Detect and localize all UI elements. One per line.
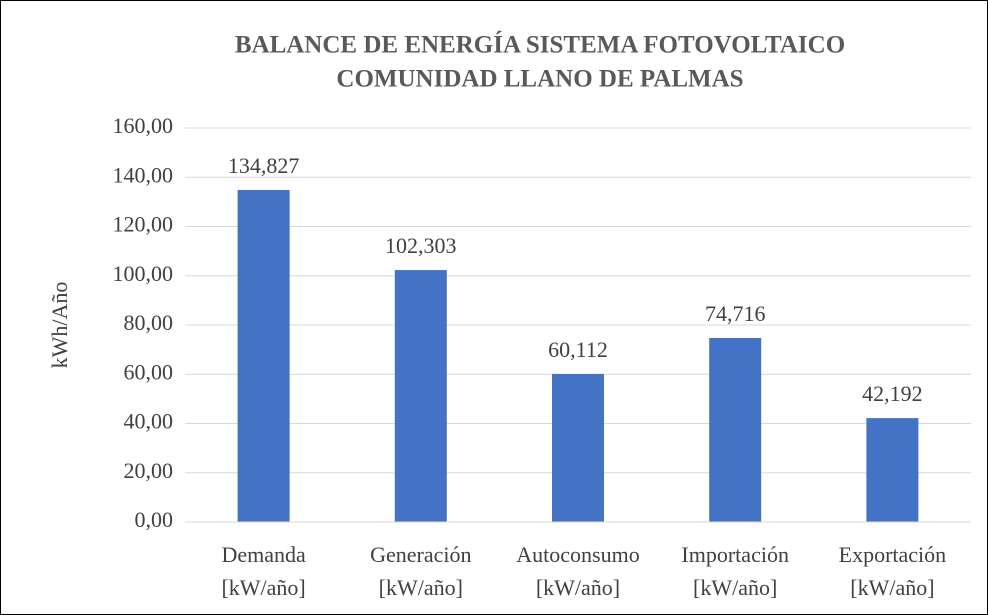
data-label: 134,827	[228, 153, 300, 178]
x-tick-label: Generación [kW/año]	[370, 542, 471, 600]
y-tick-label: 160,00	[113, 113, 174, 138]
bar	[394, 270, 447, 522]
x-tick-label: Importación [kW/año]	[681, 542, 789, 600]
x-tick-label: Demanda [kW/año]	[221, 542, 306, 600]
y-tick-label: 60,00	[124, 359, 174, 384]
y-tick-label: 140,00	[113, 162, 174, 187]
y-tick-label: 80,00	[124, 310, 174, 335]
chart-title: BALANCE DE ENERGÍA SISTEMA FOTOVOLTAICO	[235, 31, 845, 59]
y-tick-label: 40,00	[124, 409, 174, 434]
bar	[237, 189, 290, 522]
data-label: 60,112	[548, 337, 608, 362]
y-tick-label: 120,00	[113, 212, 174, 237]
y-tick-label: 0,00	[135, 507, 174, 532]
x-tick-label: Autoconsumo [kW/año]	[516, 542, 639, 600]
y-axis-label: kWh/Año	[47, 282, 72, 369]
bar	[866, 418, 919, 522]
bar	[552, 373, 604, 522]
y-tick-label: 20,00	[124, 458, 174, 483]
data-label: 74,716	[705, 301, 766, 326]
y-tick-label: 100,00	[113, 261, 174, 286]
data-label: 102,303	[385, 233, 457, 258]
data-label: 42,192	[862, 381, 923, 406]
bar	[709, 338, 762, 522]
chart-title: COMUNIDAD LLANO DE PALMAS	[336, 66, 743, 93]
x-tick-label: Exportación [kW/año]	[839, 542, 947, 600]
